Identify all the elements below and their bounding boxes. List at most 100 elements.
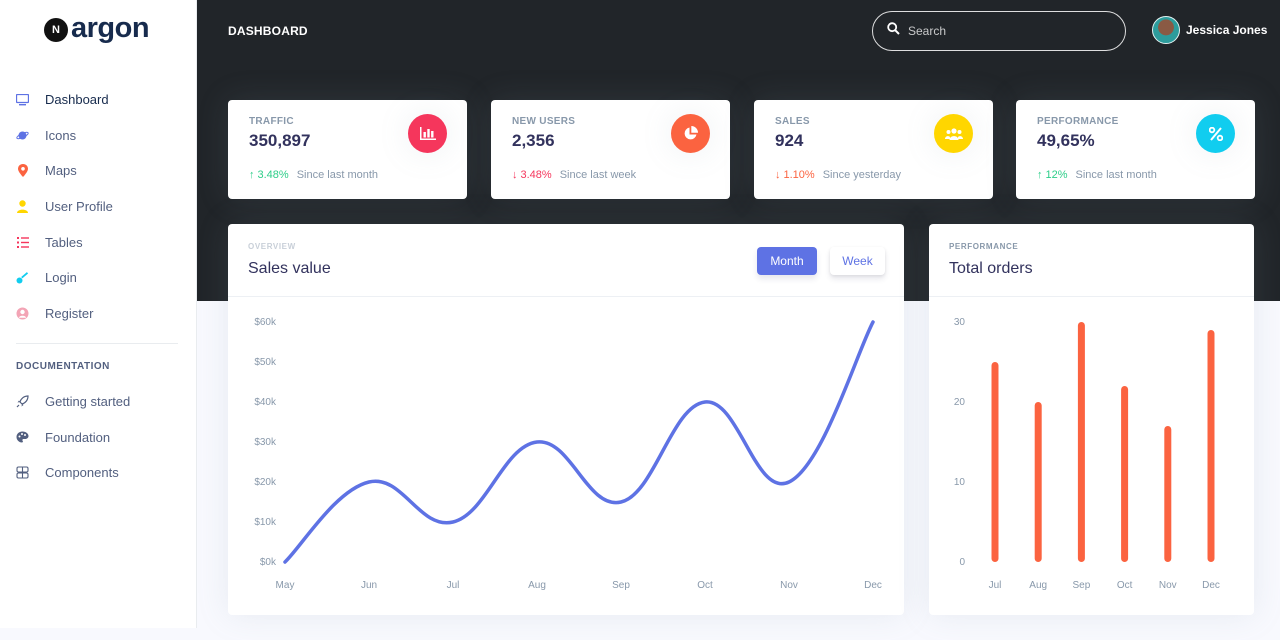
sidebar-item-maps[interactable]: Maps — [0, 153, 197, 189]
card-overline: PERFORMANCE — [949, 242, 1019, 251]
sidebar-item-register[interactable]: Register — [0, 296, 197, 332]
sidebar-item-foundation[interactable]: Foundation — [0, 420, 197, 456]
sidebar-item-label: Login — [45, 270, 77, 286]
stat-since: Since last month — [296, 169, 379, 181]
y-tick-label: $50k — [254, 357, 277, 368]
card-header: OVERVIEW Sales value Month Week — [228, 224, 904, 297]
stat-since: Since last month — [1075, 169, 1157, 181]
brand-logo[interactable]: N argon — [44, 12, 150, 45]
sidebar-item-label: Register — [45, 305, 94, 321]
sidebar-item-label: Icons — [45, 127, 77, 143]
y-tick-label: $40k — [254, 397, 277, 408]
sales-value-card: OVERVIEW Sales value Month Week $0k $10k $… — [228, 224, 904, 615]
tv-icon — [16, 93, 29, 106]
rocket-icon — [16, 395, 29, 408]
order-bar — [1121, 386, 1129, 562]
pin-icon — [16, 164, 29, 178]
y-tick-label: 30 — [954, 317, 966, 328]
x-tick-label: Dec — [864, 580, 882, 591]
user-icon — [16, 200, 29, 214]
sidebar-item-label: Tables — [45, 234, 83, 250]
order-bar — [1207, 330, 1215, 562]
y-tick-label: 10 — [954, 477, 966, 488]
sidebar-item-components[interactable]: Components — [0, 455, 197, 491]
logo-text: argon — [71, 12, 150, 44]
stat-change-value: 3.48% — [257, 169, 289, 181]
documentation-nav: Getting started Foundation Components — [0, 384, 197, 491]
search-input[interactable] — [908, 24, 1108, 38]
stat-label: TRAFFIC — [249, 116, 294, 127]
stat-change-value: 3.48% — [520, 169, 552, 181]
user-name: Jessica Jones — [1186, 23, 1268, 37]
stat-value: 350,897 — [249, 131, 311, 150]
stat-footer: ↑ 12% Since last month — [1037, 169, 1157, 181]
card-title: Sales value — [248, 260, 331, 277]
x-tick-label: Aug — [528, 580, 546, 591]
card-header: PERFORMANCE Total orders — [929, 224, 1254, 297]
stat-footer: ↑ 3.48% Since last month — [249, 169, 378, 181]
stat-footer: ↓ 1.10% Since yesterday — [775, 169, 901, 181]
sidebar-item-icons[interactable]: Icons — [0, 118, 197, 154]
stat-change: ↑ 3.48% — [249, 169, 289, 181]
order-bar — [991, 362, 999, 562]
arrow-down-icon: ↓ — [775, 169, 781, 181]
sidebar-item-label: Components — [45, 465, 119, 481]
y-tick-label: $10k — [254, 517, 277, 528]
sidebar-item-getting-started[interactable]: Getting started — [0, 384, 197, 420]
sidebar-item-label: Getting started — [45, 394, 131, 410]
documentation-heading: DOCUMENTATION — [16, 361, 110, 372]
sidebar-item-dashboard[interactable]: Dashboard — [0, 82, 197, 118]
stat-value: 2,356 — [512, 131, 555, 150]
list-icon — [16, 236, 29, 249]
x-tick-label: Jul — [989, 580, 1002, 591]
week-tab-button[interactable]: Week — [830, 247, 885, 275]
stat-card-sales: SALES 924 ↓ 1.10% Since yesterday — [754, 100, 993, 199]
sales-line-chart: $0k $10k $20k $30k $40k $50k $60k May Jun Jul Aug S… — [254, 317, 882, 591]
stat-card-performance: PERFORMANCE 49,65% ↑ 12% Since last mont… — [1016, 100, 1255, 199]
sidebar-item-user-profile[interactable]: User Profile — [0, 189, 197, 225]
x-tick-label: Dec — [1202, 580, 1220, 591]
order-bar — [1077, 322, 1085, 562]
search-box[interactable] — [872, 11, 1126, 51]
arrow-up-icon: ↑ — [1037, 169, 1043, 181]
x-tick-label: Aug — [1029, 580, 1047, 591]
stat-value: 49,65% — [1037, 131, 1095, 150]
stat-label: SALES — [775, 116, 810, 127]
y-tick-label: $30k — [254, 437, 277, 448]
sidebar-item-label: User Profile — [45, 199, 113, 215]
total-orders-card: PERFORMANCE Total orders 0 10 20 30 Jul Aug Se… — [929, 224, 1254, 615]
stat-since: Since last week — [559, 169, 637, 181]
users-icon — [934, 114, 973, 153]
x-tick-label: Sep — [1073, 580, 1091, 591]
stat-change: ↓ 1.10% — [775, 169, 815, 181]
avatar — [1152, 16, 1180, 44]
sidebar-nav: Dashboard Icons Maps User Profile Tables — [0, 82, 197, 331]
sales-series-line — [283, 320, 875, 564]
x-tick-label: Oct — [1117, 580, 1133, 591]
sidebar-item-login[interactable]: Login — [0, 260, 197, 296]
sidebar-item-tables[interactable]: Tables — [0, 224, 197, 260]
card-title: Total orders — [949, 260, 1033, 277]
user-menu[interactable]: Jessica Jones — [1152, 16, 1267, 44]
chart-pie-icon — [671, 114, 710, 153]
y-tick-label: $60k — [254, 317, 277, 328]
x-tick-label: Nov — [780, 580, 798, 591]
month-tab-button[interactable]: Month — [757, 247, 817, 275]
search-icon — [887, 22, 900, 40]
stat-label: NEW USERS — [512, 116, 576, 127]
stat-change: ↓ 3.48% — [512, 169, 552, 181]
planet-icon — [16, 129, 29, 142]
chart-bar-icon — [408, 114, 447, 153]
arrow-down-icon: ↓ — [512, 169, 518, 181]
stat-card-new-users: NEW USERS 2,356 ↓ 3.48% Since last week — [491, 100, 730, 199]
x-tick-label: Nov — [1159, 580, 1177, 591]
key-icon — [16, 271, 29, 284]
logo-mark: N — [44, 18, 68, 42]
circle-user-icon — [16, 307, 29, 320]
card-overline: OVERVIEW — [248, 242, 296, 251]
sidebar-item-label: Foundation — [45, 429, 111, 445]
page-title[interactable]: DASHBOARD — [228, 24, 308, 38]
y-tick-label: 0 — [959, 557, 965, 568]
percent-icon — [1196, 114, 1235, 153]
x-tick-label: Jul — [447, 580, 460, 591]
